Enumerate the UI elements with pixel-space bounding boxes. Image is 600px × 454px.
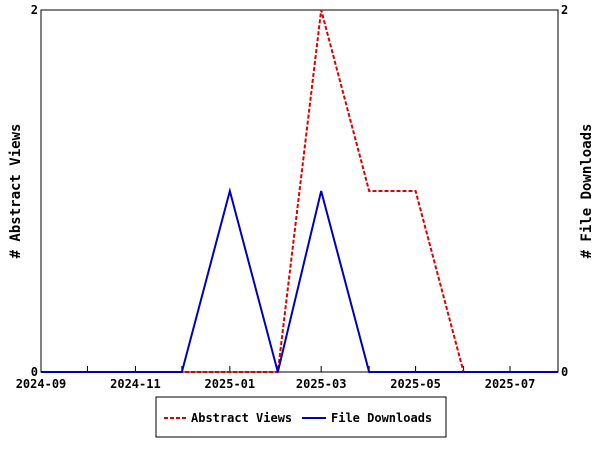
x-tick-label: 2024-11	[110, 377, 161, 391]
y-axis-label-left: # Abstract Views	[8, 124, 24, 259]
y-tick-label-right: 2	[561, 3, 568, 17]
plot-area	[40, 9, 559, 373]
x-tick-label: 2025-07	[485, 377, 536, 391]
legend-label-file-downloads: File Downloads	[331, 411, 432, 425]
series-line-file-downloads	[41, 187, 558, 373]
x-tick-label: 2025-05	[390, 377, 441, 391]
y-tick-label-left: 2	[31, 3, 38, 17]
legend: Abstract Views File Downloads	[155, 396, 447, 438]
y-tick-label-right: 0	[561, 365, 568, 379]
x-tick-label: 2025-01	[205, 377, 256, 391]
legend-label-abstract-views: Abstract Views	[191, 411, 292, 425]
y-axis-label-right: # File Downloads	[579, 124, 595, 259]
y-tick-label-left: 0	[31, 365, 38, 379]
x-tick-label: 2024-09	[16, 377, 67, 391]
x-tick-label: 2025-03	[296, 377, 347, 391]
